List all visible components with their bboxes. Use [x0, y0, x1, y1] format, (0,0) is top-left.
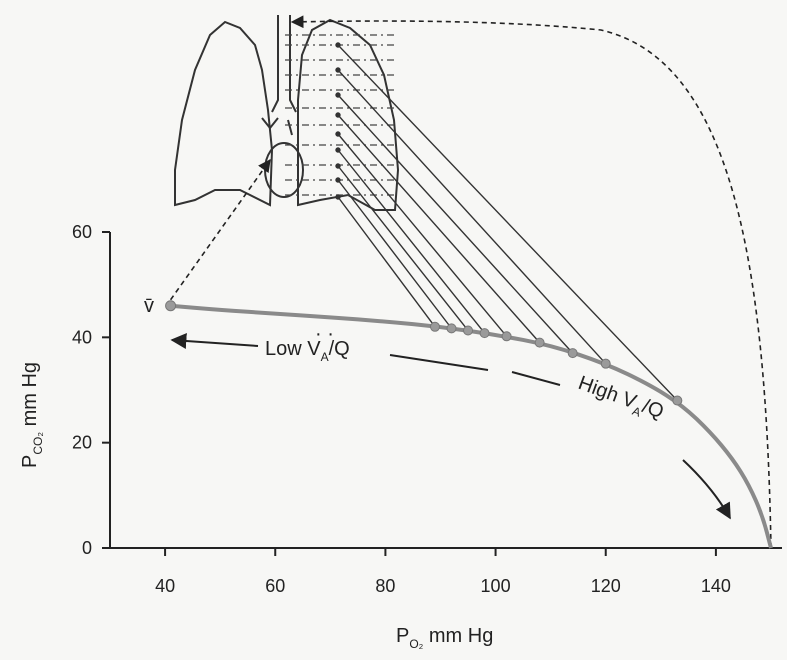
- high-va-q-label: High VA/Q: [574, 372, 667, 427]
- left-lung-outline: [174, 20, 274, 207]
- x-axis-ticks: 40 60 80 100 120 140: [155, 548, 731, 596]
- low-va-q-tail: [389, 354, 489, 371]
- lung-region-dot: [335, 92, 341, 98]
- region-connector-line: [337, 149, 486, 334]
- y-axis-ticks: 0 20 40 60: [72, 222, 110, 558]
- curve-point: [534, 337, 545, 348]
- high-va-q-tail: [511, 371, 561, 386]
- y-tick-label: 60: [72, 222, 92, 242]
- region-connector-line: [337, 114, 541, 344]
- x-axis-title-main: P: [396, 625, 409, 647]
- lung-region-dot: [335, 147, 341, 153]
- y-axis-title-sub: CO₂: [31, 432, 45, 455]
- low-va-q-label: Low VA/Q: [265, 338, 350, 364]
- x-tick-label: 80: [375, 576, 395, 596]
- curve-point: [446, 323, 457, 334]
- curve-point: [672, 395, 683, 406]
- high-va-q-arrow: [682, 459, 731, 520]
- x-tick-label: 100: [481, 576, 511, 596]
- region-connector-line: [337, 94, 574, 354]
- lung-region-dot: [335, 194, 341, 200]
- x-axis-title-unit: mm Hg: [423, 625, 493, 647]
- inspired-gas-dashed-curve: [290, 15, 772, 549]
- y-tick-label: 0: [82, 538, 92, 558]
- x-tick-label: 60: [265, 576, 285, 596]
- lung-region-dot: [335, 163, 341, 169]
- lung-region-dot: [335, 42, 341, 48]
- y-axis-title-unit: mm Hg: [19, 362, 41, 432]
- low-va-q-slash: /: [329, 338, 335, 360]
- pulmonary-vessels: [261, 117, 293, 136]
- curve-point: [479, 328, 490, 339]
- mixed-venous-label: v̄: [144, 295, 154, 317]
- region-connector-line: [337, 165, 469, 331]
- y-tick-label: 40: [72, 327, 92, 347]
- low-va-q-q: Q: [334, 338, 350, 360]
- curve-point: [501, 331, 512, 342]
- curve-point: [567, 348, 578, 359]
- x-tick-label: 140: [701, 576, 731, 596]
- high-va-q-q: Q: [644, 397, 666, 423]
- lung-region-dot: [335, 177, 341, 183]
- x-axis-title: PO₂ mm Hg: [396, 625, 493, 651]
- region-connector-lines: [335, 42, 678, 402]
- low-va-q-text: Low: [265, 338, 307, 360]
- lung-region-dot: [335, 131, 341, 137]
- region-connector-line: [337, 196, 436, 328]
- region-connector-line: [337, 69, 607, 365]
- y-axis-title-main: P: [19, 455, 41, 468]
- y-axis-title: PCO₂ mm Hg: [19, 362, 45, 468]
- venous-blood-dashed-path: [169, 158, 271, 301]
- low-va-q-sub: A: [321, 350, 329, 364]
- region-connector-line: [337, 179, 453, 329]
- trachea-left-wall: [271, 15, 279, 113]
- x-tick-label: 120: [591, 576, 621, 596]
- va-q-curve: [170, 303, 773, 549]
- y-tick-label: 20: [72, 433, 92, 453]
- trachea-right-wall: [289, 15, 297, 113]
- lung-region-dot: [335, 112, 341, 118]
- region-connector-line: [337, 133, 508, 337]
- right-lung-outline: [297, 18, 400, 211]
- lung-region-dot: [335, 67, 341, 73]
- low-va-q-dots: · ·: [315, 323, 334, 345]
- region-connector-line: [337, 44, 678, 402]
- x-tick-label: 40: [155, 576, 175, 596]
- curve-point: [463, 325, 474, 336]
- x-axis-title-sub: O₂: [409, 637, 423, 651]
- low-va-q-v: V: [307, 338, 321, 360]
- curve-points: [165, 300, 683, 406]
- lung-diagram: [174, 15, 400, 211]
- axes: [109, 232, 782, 549]
- high-va-q-text: High: [575, 372, 626, 409]
- curve-point: [429, 321, 440, 332]
- mixed-venous-point: [165, 300, 177, 312]
- curve-point: [600, 358, 611, 369]
- low-va-q-arrow: [170, 333, 259, 349]
